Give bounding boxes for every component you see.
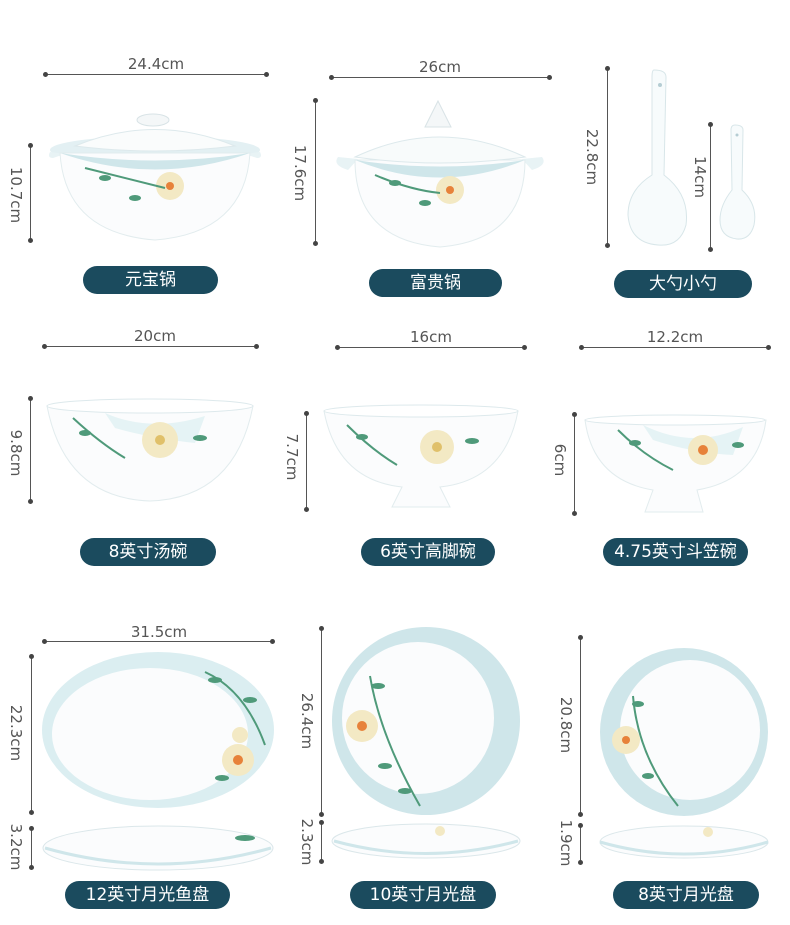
dimension-line <box>43 72 269 77</box>
width-label: 24.4cm <box>127 55 185 73</box>
dimension-line <box>579 345 771 350</box>
dimension-line <box>708 122 713 252</box>
dimension-line <box>28 143 33 243</box>
plate-8inch-image <box>599 648 769 859</box>
pot-yuanbao-image <box>49 113 261 241</box>
length-label: 20.8cm <box>557 696 575 754</box>
height-label: 17.6cm <box>291 144 309 202</box>
length-label: 22.3cm <box>7 704 25 762</box>
dimension-line <box>578 823 583 865</box>
dimension-line <box>42 344 259 349</box>
height-label: 10.7cm <box>7 166 25 224</box>
dimension-line <box>319 626 324 817</box>
bowl-6inch-image <box>323 404 519 508</box>
height-label: 9.8cm <box>7 429 25 477</box>
dimension-line <box>28 396 33 504</box>
dimension-line <box>335 345 527 350</box>
bowl-8inch-image <box>46 398 254 502</box>
dimension-line <box>29 654 34 815</box>
pot-fugui-image <box>336 99 544 248</box>
dimension-line <box>578 635 583 817</box>
spoons-image <box>627 69 756 246</box>
width-label: 12.2cm <box>646 328 704 346</box>
length-label: 26.4cm <box>298 692 316 750</box>
plate-10inch-image <box>331 627 521 859</box>
dimension-line <box>42 639 275 644</box>
fish-plate-image <box>42 652 274 871</box>
product-label: 6英寸高脚碗 <box>361 538 495 566</box>
dimension-line <box>313 98 318 246</box>
product-label: 12英寸月光鱼盘 <box>65 881 230 909</box>
height-label: 7.7cm <box>283 433 301 481</box>
product-label: 元宝锅 <box>83 266 218 294</box>
width-label: 20cm <box>134 327 176 345</box>
product-label: 8英寸汤碗 <box>80 538 216 566</box>
thickness-label: 2.3cm <box>298 818 316 866</box>
product-label: 大勺小勺 <box>614 270 752 298</box>
thickness-label: 3.2cm <box>7 823 25 871</box>
height-label: 22.8cm <box>583 128 601 186</box>
product-label: 8英寸月光盘 <box>613 881 759 909</box>
dimension-line <box>29 826 34 870</box>
product-label: 10英寸月光盘 <box>350 881 496 909</box>
width-label: 26cm <box>419 58 461 76</box>
dimension-line <box>304 411 309 512</box>
bowl-4-75inch-image <box>584 414 767 513</box>
dimension-line <box>319 820 324 864</box>
width-label: 16cm <box>410 328 452 346</box>
thickness-label: 1.9cm <box>557 819 575 867</box>
height-label: 6cm <box>551 443 569 477</box>
product-label: 富贵锅 <box>369 269 502 297</box>
product-label: 4.75英寸斗笠碗 <box>603 538 748 566</box>
width-label: 31.5cm <box>130 623 188 641</box>
dimension-line <box>329 75 552 80</box>
dimension-line <box>572 412 577 516</box>
dimension-line <box>605 66 610 248</box>
